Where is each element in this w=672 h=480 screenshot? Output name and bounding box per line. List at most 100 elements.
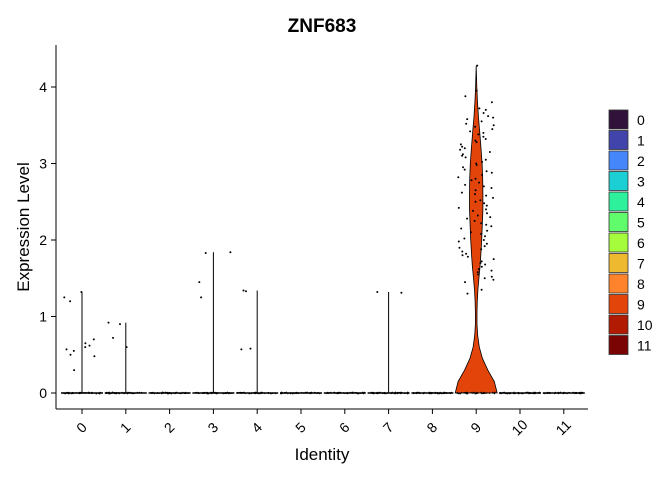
data-point bbox=[85, 392, 87, 394]
data-point bbox=[476, 64, 479, 67]
data-point bbox=[485, 223, 488, 226]
x-tick-label: 4 bbox=[248, 419, 265, 436]
data-point bbox=[483, 202, 486, 205]
data-point bbox=[489, 216, 492, 219]
data-point bbox=[93, 355, 96, 358]
data-point bbox=[206, 392, 209, 395]
data-point bbox=[397, 391, 399, 394]
data-point bbox=[492, 124, 495, 127]
data-point bbox=[486, 212, 488, 215]
data-point bbox=[492, 258, 495, 261]
y-tick-label: 3 bbox=[39, 156, 47, 172]
data-point bbox=[194, 392, 197, 394]
data-point bbox=[69, 300, 72, 303]
data-point bbox=[294, 392, 296, 395]
data-point bbox=[459, 148, 462, 151]
data-point bbox=[385, 392, 387, 395]
data-point bbox=[274, 392, 277, 395]
data-point bbox=[130, 391, 132, 394]
legend-label-10: 10 bbox=[637, 317, 653, 333]
legend-label-3: 3 bbox=[637, 174, 645, 190]
data-point bbox=[107, 321, 110, 324]
data-point bbox=[457, 392, 460, 395]
data-point bbox=[248, 392, 251, 395]
legend-swatch-4 bbox=[608, 191, 629, 212]
data-point bbox=[474, 193, 476, 196]
data-point bbox=[215, 391, 217, 394]
data-point bbox=[335, 392, 337, 394]
data-point bbox=[229, 392, 231, 394]
data-point bbox=[66, 391, 69, 394]
data-point bbox=[184, 391, 187, 394]
data-point bbox=[250, 392, 253, 395]
data-point bbox=[214, 391, 216, 394]
data-point bbox=[480, 120, 483, 123]
data-point bbox=[362, 391, 364, 394]
data-point bbox=[88, 344, 91, 347]
data-point bbox=[474, 392, 477, 395]
data-point bbox=[487, 115, 490, 118]
data-point bbox=[376, 291, 379, 293]
data-point bbox=[98, 392, 100, 395]
data-point bbox=[443, 391, 445, 394]
legend-swatch-1 bbox=[608, 130, 629, 150]
data-point bbox=[115, 392, 118, 394]
data-point bbox=[376, 391, 379, 394]
data-point bbox=[242, 392, 244, 394]
legend-label-5: 5 bbox=[637, 215, 645, 231]
data-point bbox=[263, 392, 266, 395]
data-point bbox=[382, 392, 384, 394]
data-point bbox=[475, 89, 478, 92]
data-point bbox=[158, 392, 160, 395]
data-point bbox=[70, 392, 73, 395]
data-point bbox=[500, 392, 503, 395]
data-point bbox=[492, 392, 494, 394]
x-tick-label: 0 bbox=[73, 419, 90, 436]
data-point bbox=[479, 199, 482, 202]
data-point bbox=[110, 392, 112, 395]
data-point bbox=[465, 252, 468, 255]
data-point bbox=[533, 392, 535, 395]
data-point bbox=[557, 392, 560, 395]
data-point bbox=[363, 391, 366, 394]
data-point bbox=[167, 392, 169, 394]
data-point bbox=[469, 130, 472, 133]
data-point bbox=[484, 108, 487, 111]
data-point bbox=[133, 392, 136, 395]
x-tick-label: 3 bbox=[204, 419, 221, 436]
data-point bbox=[460, 191, 463, 194]
legend-label-2: 2 bbox=[637, 153, 645, 169]
legend-swatch-2 bbox=[608, 150, 629, 171]
data-point bbox=[211, 392, 214, 394]
data-point bbox=[306, 391, 309, 394]
y-tick-label: 0 bbox=[39, 385, 47, 401]
data-point bbox=[121, 391, 123, 394]
data-point bbox=[537, 392, 539, 394]
data-point bbox=[342, 392, 345, 394]
data-point bbox=[503, 391, 506, 394]
data-point bbox=[112, 392, 115, 394]
data-point bbox=[484, 138, 487, 140]
data-point bbox=[483, 391, 485, 394]
x-tick-label: 11 bbox=[552, 417, 574, 439]
data-point bbox=[492, 196, 494, 199]
data-point bbox=[178, 392, 181, 395]
data-point bbox=[478, 107, 481, 110]
data-point bbox=[485, 204, 488, 207]
data-point bbox=[197, 392, 200, 394]
data-point bbox=[95, 392, 98, 395]
data-point bbox=[63, 296, 66, 299]
data-point bbox=[386, 392, 389, 394]
data-point bbox=[378, 391, 381, 394]
data-point bbox=[346, 392, 349, 394]
data-point bbox=[182, 391, 184, 394]
data-point bbox=[482, 185, 485, 188]
data-point bbox=[458, 246, 461, 249]
data-point bbox=[73, 369, 76, 372]
data-point bbox=[480, 288, 483, 291]
data-point bbox=[383, 391, 386, 394]
data-point bbox=[490, 225, 493, 228]
x-axis-title: Identity bbox=[295, 445, 350, 464]
data-point bbox=[172, 392, 175, 394]
data-point bbox=[481, 174, 484, 176]
